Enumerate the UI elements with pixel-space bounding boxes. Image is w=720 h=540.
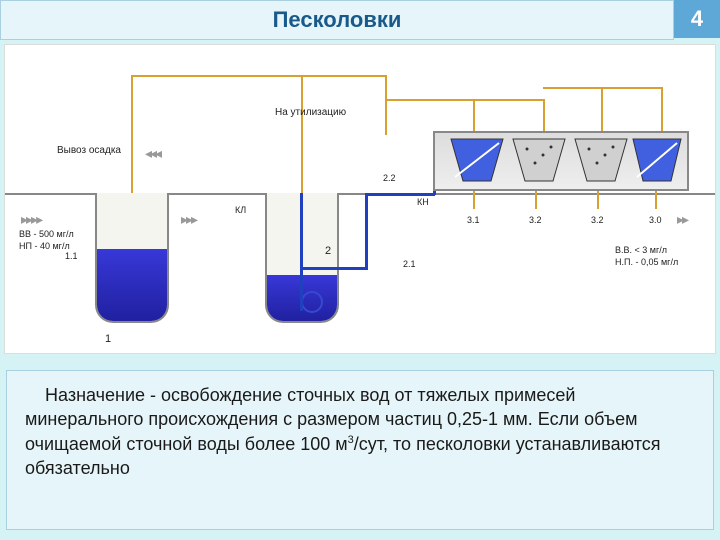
- label-3-2a: 3.2: [529, 215, 542, 225]
- pipe-blue: [365, 193, 435, 196]
- pipe: [473, 99, 475, 135]
- label-3-0: 3.0: [649, 215, 662, 225]
- pipe: [661, 87, 663, 135]
- label-np-in: НП - 40 мг/л: [19, 241, 70, 251]
- label-bb-out: В.В. < 3 мг/л: [615, 245, 667, 255]
- pipe: [601, 87, 603, 135]
- arrow-icon: ▸▸▸: [181, 211, 196, 228]
- pipe: [131, 75, 133, 193]
- pipe: [655, 191, 657, 209]
- tank-1-water: [97, 249, 167, 321]
- label-3-2b: 3.2: [591, 215, 604, 225]
- pipe-blue: [300, 267, 368, 270]
- label-3-1: 3.1: [467, 215, 480, 225]
- pipe: [473, 191, 475, 209]
- pipe: [385, 75, 387, 135]
- label-2-2: 2.2: [383, 173, 396, 183]
- label-1: 1: [105, 333, 111, 345]
- pipe: [597, 191, 599, 209]
- process-diagram: На утилизацию ◂◂◂ Вывоз осадка ▸▸▸▸ ВВ -…: [4, 44, 716, 354]
- arrow-icon: ◂◂◂: [145, 145, 160, 162]
- pipe-blue: [365, 193, 368, 269]
- label-kn: КН: [417, 197, 429, 207]
- label-sludge: Вывоз осадка: [57, 145, 121, 156]
- arrow-icon: ▸▸▸▸: [21, 211, 41, 228]
- arrow-icon: ▸▸: [677, 211, 687, 228]
- label-bb-in: ВВ - 500 мг/л: [19, 229, 74, 239]
- description-box: Назначение - освобождение сточных вод от…: [6, 370, 714, 530]
- pump-icon: [301, 291, 323, 313]
- label-utilization: На утилизацию: [275, 107, 346, 118]
- tank-1: [95, 193, 169, 323]
- page-title: Песколовки: [0, 0, 674, 40]
- label-kl2: КЛ: [235, 205, 246, 215]
- pipe: [385, 99, 545, 101]
- description-text: Назначение - освобождение сточных вод от…: [25, 383, 695, 480]
- pipe: [301, 75, 303, 193]
- pipe-blue: [300, 193, 303, 311]
- header: Песколовки 4: [0, 0, 720, 40]
- label-np-out: Н.П. - 0,05 мг/л: [615, 257, 678, 267]
- pipe: [543, 99, 545, 135]
- label-2: 2: [325, 245, 331, 257]
- label-1-1: 1.1: [65, 251, 78, 261]
- filter-unit: [433, 131, 689, 191]
- pipe: [131, 75, 385, 77]
- pipe: [535, 191, 537, 209]
- label-2-1: 2.1: [403, 259, 416, 269]
- page-number: 4: [674, 0, 720, 38]
- pipe: [543, 87, 663, 89]
